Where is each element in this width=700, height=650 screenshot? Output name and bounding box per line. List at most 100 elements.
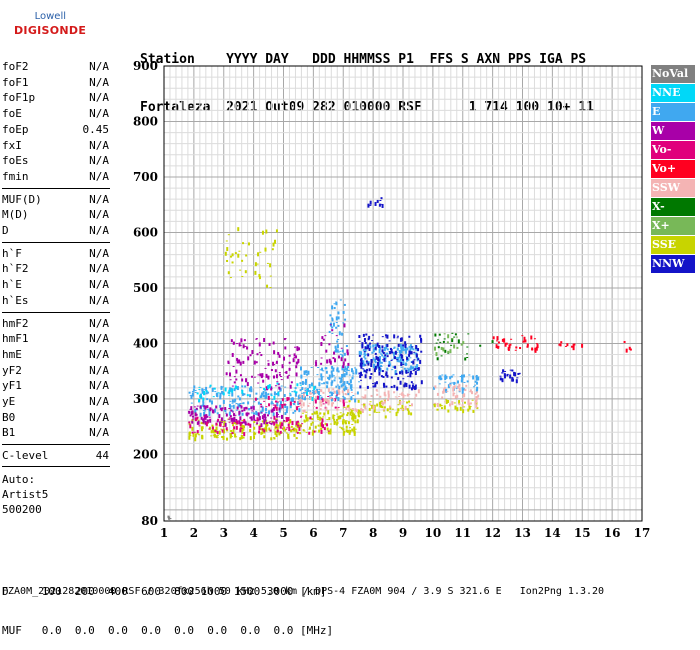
echo-point-e bbox=[360, 351, 363, 356]
echo-point-nnw bbox=[393, 356, 396, 360]
echo-point-e bbox=[335, 302, 338, 306]
echo-point-sse bbox=[322, 416, 325, 418]
echo-point-sse bbox=[255, 424, 258, 426]
echo-point-nnw bbox=[509, 374, 512, 379]
echo-point-sse bbox=[326, 427, 329, 431]
echo-point-vo bbox=[273, 421, 276, 426]
echo-point-ssw bbox=[414, 397, 417, 399]
echo-point-nnw bbox=[374, 346, 377, 350]
echo-point-e bbox=[194, 391, 197, 393]
echo-point-vo bbox=[327, 396, 330, 398]
echo-point-ssw bbox=[453, 392, 456, 394]
echo-point-sse bbox=[275, 423, 278, 428]
echo-point-sse bbox=[237, 253, 240, 258]
echo-point-ssw bbox=[434, 385, 437, 389]
echo-point-w bbox=[275, 374, 278, 379]
echo-point-e bbox=[280, 400, 283, 402]
echo-point-e bbox=[237, 404, 240, 408]
echo-point-sse bbox=[275, 229, 278, 233]
echo-point-e bbox=[476, 381, 479, 385]
echo-point-w bbox=[251, 350, 254, 355]
echo-point-e bbox=[300, 366, 303, 371]
echo-point-nnw bbox=[364, 364, 367, 366]
echo-point-e bbox=[338, 331, 341, 336]
echo-point-e bbox=[332, 367, 335, 372]
echo-point-ssw bbox=[315, 396, 318, 399]
echo-point-ssw bbox=[361, 408, 364, 413]
echo-point-ssw bbox=[382, 408, 385, 411]
echo-point-nnw bbox=[416, 369, 419, 371]
echo-point-e bbox=[342, 383, 345, 387]
echo-point-vo bbox=[526, 345, 529, 348]
echo-point-w bbox=[326, 359, 329, 364]
echo-point-e bbox=[399, 352, 402, 355]
echo-point-e bbox=[280, 398, 283, 400]
echo-point-sse bbox=[198, 434, 201, 436]
echo-point-e bbox=[391, 369, 394, 371]
echo-point-e bbox=[202, 400, 205, 403]
echo-point-e bbox=[304, 378, 307, 383]
echo-point-sse bbox=[240, 427, 243, 432]
echo-point-w bbox=[216, 420, 219, 423]
echo-point-x bbox=[453, 336, 456, 338]
echo-point-nnw bbox=[414, 371, 417, 376]
echo-point-vo bbox=[337, 406, 340, 408]
echo-point-nnw bbox=[381, 370, 384, 373]
echo-point-sse bbox=[274, 430, 277, 435]
echo-point-nne bbox=[293, 390, 296, 393]
echo-point-e bbox=[279, 401, 282, 406]
echo-point-w bbox=[232, 413, 235, 417]
param-row: foE N/A bbox=[2, 107, 109, 122]
echo-point-e bbox=[439, 376, 442, 381]
echo-point-w bbox=[254, 419, 257, 421]
echo-point-nne bbox=[212, 396, 215, 398]
echo-point-vo bbox=[322, 403, 325, 405]
echo-point-sse bbox=[231, 435, 234, 437]
echo-point-vo bbox=[533, 338, 536, 340]
echo-point-nne bbox=[205, 390, 208, 393]
echo-point-e bbox=[473, 386, 476, 388]
echo-point-e bbox=[351, 375, 354, 377]
echo-point-ssw bbox=[399, 400, 402, 405]
echo-point-sse bbox=[407, 410, 410, 415]
echo-point-ssw bbox=[408, 393, 411, 395]
echo-point-e bbox=[193, 385, 196, 389]
echo-point-e bbox=[214, 408, 217, 413]
echo-point-sse bbox=[295, 437, 298, 440]
echo-point-nnw bbox=[412, 370, 415, 372]
echo-point-vo bbox=[196, 430, 199, 434]
echo-point-e bbox=[364, 348, 367, 352]
echo-point-vo bbox=[263, 400, 266, 402]
echo-point-nne bbox=[241, 389, 244, 394]
echo-point-sse bbox=[242, 428, 245, 431]
echo-point-e bbox=[318, 382, 321, 387]
echo-point-ssw bbox=[376, 390, 379, 392]
echo-point-w bbox=[195, 407, 198, 410]
echo-point-sse bbox=[349, 411, 352, 416]
echo-point-w bbox=[268, 342, 271, 346]
echo-point-ssw bbox=[394, 396, 397, 398]
echo-point-w bbox=[328, 358, 331, 363]
echo-point-nne bbox=[311, 396, 314, 401]
param-name: h`E bbox=[2, 278, 22, 292]
echo-point-ssw bbox=[441, 396, 444, 399]
echo-point-w bbox=[250, 416, 253, 421]
echo-point-nnw bbox=[402, 358, 405, 361]
echo-point-e bbox=[313, 390, 316, 395]
echo-point-w bbox=[190, 411, 193, 416]
echo-point-w bbox=[274, 369, 277, 373]
echo-point-ssw bbox=[302, 393, 305, 398]
clevel-row: C-level 44 bbox=[2, 449, 109, 464]
echo-point-sse bbox=[232, 424, 235, 427]
echo-point-sse bbox=[348, 427, 351, 429]
echo-point-sse bbox=[313, 411, 316, 415]
echo-point-w bbox=[206, 405, 209, 409]
echo-point-vo bbox=[211, 426, 214, 430]
echo-point-e bbox=[335, 385, 338, 388]
echo-point-vo bbox=[221, 431, 224, 433]
echo-point-vo bbox=[296, 420, 299, 423]
echo-point-sse bbox=[406, 401, 409, 404]
echo-point-nnw bbox=[374, 201, 377, 206]
echo-point-vo bbox=[316, 395, 319, 400]
echo-point-e bbox=[362, 360, 365, 364]
